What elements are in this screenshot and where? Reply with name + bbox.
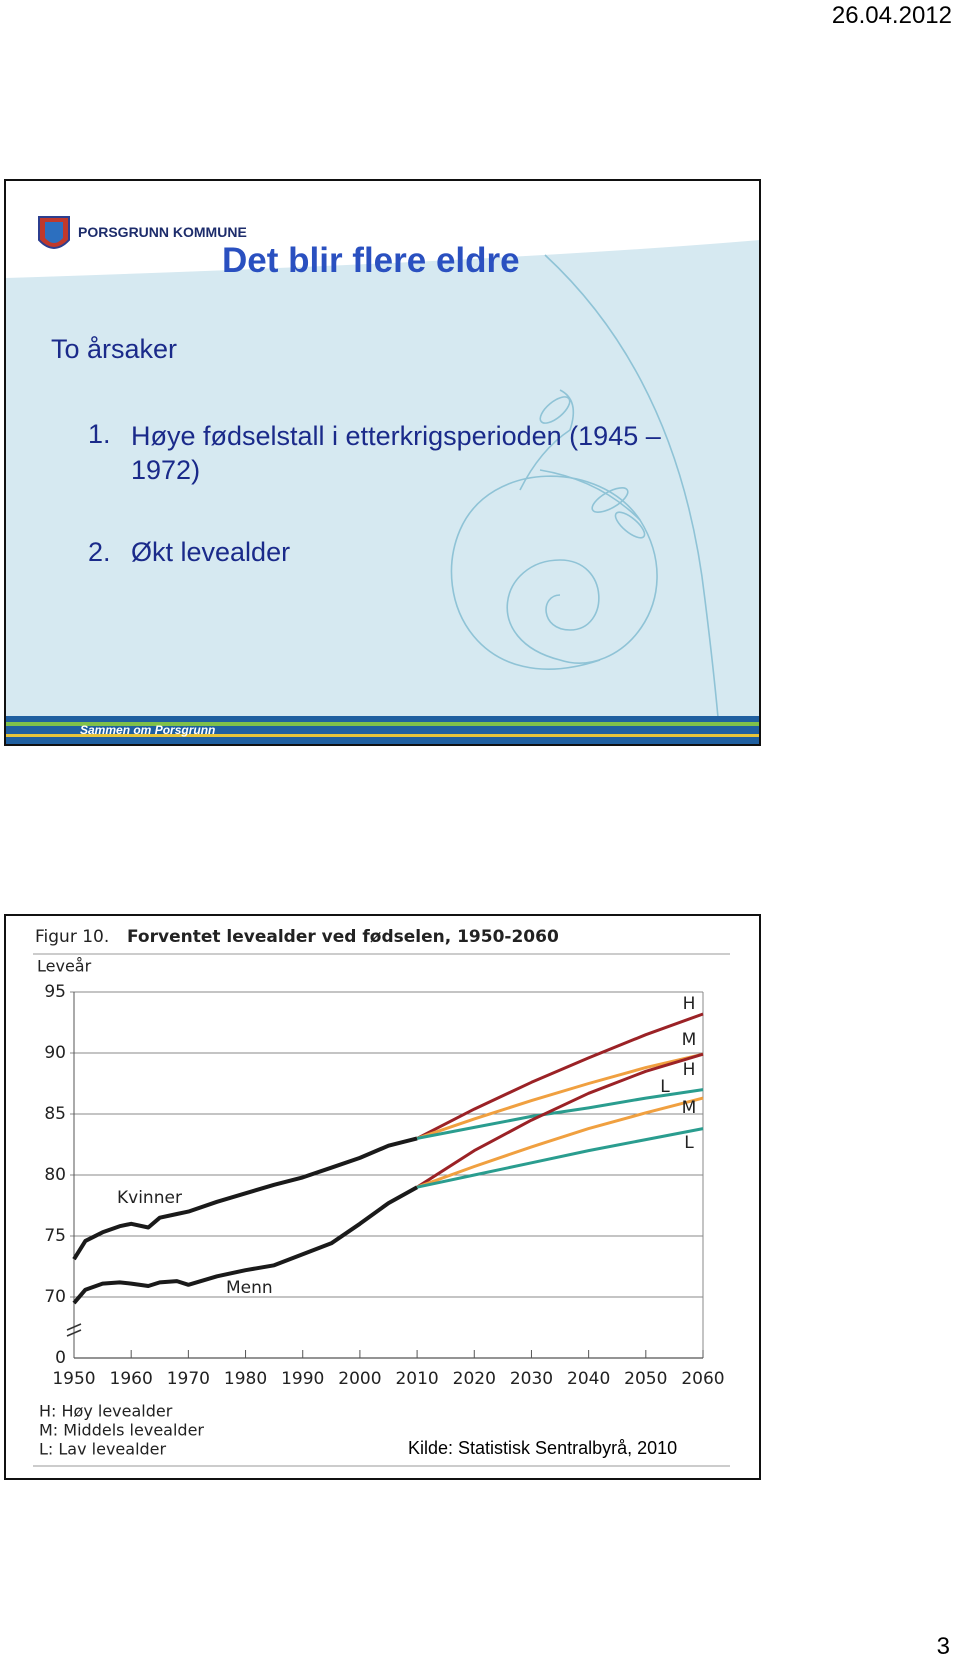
x-tick-label: 2050	[624, 1369, 667, 1389]
intro-text: To årsaker	[51, 334, 178, 364]
series-label: L	[660, 1077, 670, 1097]
note: H: Høy levealder	[39, 1402, 173, 1421]
series-label: L	[684, 1133, 694, 1153]
x-tick-label: 2010	[395, 1369, 438, 1389]
date: 26.04.2012	[831, 2, 952, 29]
x-tick-label: 2030	[510, 1369, 553, 1389]
series-label: H	[683, 1060, 696, 1080]
figure-label: Figur 10.	[35, 927, 109, 947]
slide-footer-stripe	[6, 722, 760, 726]
chart-title: Forventet levealder ved fødselen, 1950-2…	[127, 927, 559, 947]
slide-background	[6, 181, 760, 745]
x-tick-label: 1950	[52, 1369, 95, 1389]
chart: Figur 10. Forventet levealder ved fødsele…	[35, 927, 725, 1459]
series-line	[416, 1012, 704, 1140]
x-tick-label: 2060	[681, 1369, 724, 1389]
slide-border	[4, 179, 761, 746]
series-line	[416, 1096, 704, 1189]
y-tick-label: 90	[44, 1043, 66, 1063]
slide-footer-stripe	[6, 734, 760, 737]
slide-border	[4, 914, 761, 1480]
series-line	[416, 1052, 704, 1140]
logo-shield-inner	[45, 222, 63, 243]
series-label: M	[682, 1030, 697, 1050]
note: L: Lav levealder	[39, 1440, 167, 1459]
y-break-label: 0	[55, 1348, 66, 1368]
x-tick-label: 2020	[453, 1369, 496, 1389]
series-label: Menn	[226, 1278, 273, 1298]
y-axis-label: Leveår	[37, 957, 92, 976]
x-tick-label: 1960	[110, 1369, 153, 1389]
page-number: 3	[936, 1633, 950, 1660]
list-number: 1.	[88, 419, 111, 449]
series-label: M	[682, 1098, 697, 1118]
note: M: Middels levealder	[39, 1421, 204, 1440]
series-line	[416, 1127, 704, 1189]
series-line	[416, 1052, 704, 1189]
y-tick-label: 95	[44, 982, 66, 1002]
x-tick-label: 1990	[281, 1369, 324, 1389]
list-number: 2.	[88, 537, 111, 567]
series-line	[72, 1136, 418, 1261]
list-text: Høye fødselstall i etterkrigsperioden (1…	[131, 421, 661, 485]
slide-footer-band	[6, 716, 760, 745]
y-tick-label: 75	[44, 1226, 66, 1246]
logo-text: PORSGRUNN KOMMUNE	[78, 224, 247, 240]
y-tick-label: 70	[44, 1287, 66, 1307]
series-label: H	[683, 994, 696, 1014]
axis-break	[66, 1323, 82, 1331]
decoration-swirl	[450, 254, 721, 741]
series-line	[416, 1088, 704, 1140]
slide-header-band	[6, 181, 760, 278]
y-tick-label: 85	[44, 1104, 66, 1124]
x-tick-label: 2000	[338, 1369, 381, 1389]
y-tick-label: 80	[44, 1165, 66, 1185]
list-text: Økt levealder	[131, 537, 291, 567]
source: Kilde: Statistisk Sentralbyrå, 2010	[408, 1438, 678, 1458]
x-tick-label: 1970	[167, 1369, 210, 1389]
series-line	[72, 1185, 419, 1305]
series-label: Kvinner	[117, 1188, 182, 1208]
slide-title: Det blir flere eldre	[222, 241, 520, 280]
slogan: Sammen om Porsgrunn	[80, 723, 216, 737]
x-tick-label: 2040	[567, 1369, 610, 1389]
x-tick-label: 1980	[224, 1369, 267, 1389]
axis-break	[66, 1329, 82, 1337]
